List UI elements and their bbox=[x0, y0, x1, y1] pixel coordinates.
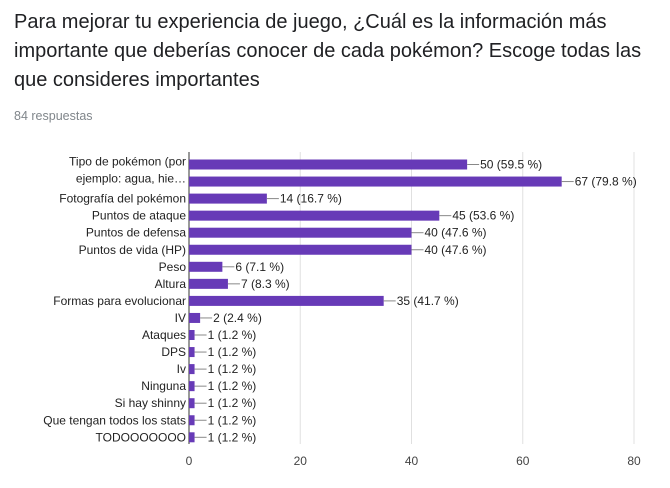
value-label: 1 (1.2 %) bbox=[208, 396, 257, 410]
bar[interactable] bbox=[189, 295, 384, 306]
bar[interactable] bbox=[189, 312, 201, 323]
plot-area: 50 (59.5 %) Tipo de pokémon (por ejemplo: … bbox=[43, 155, 637, 445]
bar[interactable] bbox=[189, 381, 195, 392]
bar[interactable] bbox=[189, 244, 412, 255]
x-tick-label: 60 bbox=[516, 454, 530, 468]
category-label: Iv bbox=[177, 362, 186, 376]
bar[interactable] bbox=[189, 330, 195, 340]
bar[interactable] bbox=[189, 159, 468, 170]
value-label: 40 (47.6 %) bbox=[425, 226, 487, 240]
category-label: ejemplo: agua, hie… bbox=[76, 172, 186, 186]
value-label: 67 (79.8 %) bbox=[575, 175, 637, 189]
bar[interactable] bbox=[189, 398, 195, 409]
value-label: 1 (1.2 %) bbox=[208, 413, 257, 427]
value-label: 2 (2.4 %) bbox=[213, 311, 262, 325]
x-tick-label: 0 bbox=[186, 454, 193, 468]
value-label: 40 (47.6 %) bbox=[425, 243, 487, 257]
value-label: 1 (1.2 %) bbox=[208, 430, 257, 444]
bar[interactable] bbox=[189, 261, 223, 272]
bar[interactable] bbox=[189, 278, 228, 289]
category-label: DPS bbox=[161, 345, 186, 359]
category-label: Formas para evolucionar bbox=[53, 294, 186, 308]
value-label: 6 (7.1 %) bbox=[235, 260, 284, 274]
category-label: IV bbox=[175, 311, 186, 325]
x-tick-label: 20 bbox=[294, 454, 308, 468]
value-label: 1 (1.2 %) bbox=[208, 379, 257, 393]
value-label: 35 (41.7 %) bbox=[397, 294, 459, 308]
category-label: Ataques bbox=[142, 328, 186, 342]
bar[interactable] bbox=[189, 364, 195, 375]
response-count: 84 respuestas bbox=[14, 109, 93, 123]
question-title: Para mejorar tu experiencia de juego, ¿C… bbox=[14, 11, 642, 91]
category-label: Puntos de vida (HP) bbox=[79, 243, 186, 257]
bar[interactable] bbox=[189, 227, 412, 238]
category-label: Peso bbox=[159, 260, 187, 274]
category-label: TODOOOOOOO bbox=[96, 430, 186, 444]
category-label: Altura bbox=[155, 277, 187, 291]
value-label: 1 (1.2 %) bbox=[208, 328, 257, 342]
bar[interactable] bbox=[189, 432, 195, 443]
bar[interactable] bbox=[189, 193, 267, 204]
category-label: Ninguna bbox=[141, 379, 186, 393]
category-label: Si hay shinny bbox=[115, 396, 186, 410]
x-axis: 0 20 40 60 80 bbox=[186, 454, 641, 468]
category-label: Puntos de ataque bbox=[92, 209, 186, 223]
category-label: Fotografía del pokémon bbox=[59, 192, 186, 206]
grid-lines bbox=[188, 152, 635, 444]
value-label: 50 (59.5 %) bbox=[480, 158, 542, 172]
x-tick-label: 80 bbox=[627, 454, 641, 468]
bar[interactable] bbox=[189, 415, 195, 426]
bar[interactable] bbox=[189, 347, 195, 358]
value-label: 7 (8.3 %) bbox=[241, 277, 290, 291]
bar[interactable] bbox=[189, 176, 562, 187]
value-label: 45 (53.6 %) bbox=[452, 209, 514, 223]
value-label: 1 (1.2 %) bbox=[208, 362, 257, 376]
category-label: Puntos de defensa bbox=[86, 226, 186, 240]
bar[interactable] bbox=[189, 210, 440, 221]
category-label: Tipo de pokémon (por bbox=[69, 155, 186, 169]
category-label: Que tengan todos los stats bbox=[43, 413, 186, 427]
x-tick-label: 40 bbox=[405, 454, 419, 468]
value-label: 1 (1.2 %) bbox=[208, 345, 257, 359]
value-label: 14 (16.7 %) bbox=[280, 192, 342, 206]
